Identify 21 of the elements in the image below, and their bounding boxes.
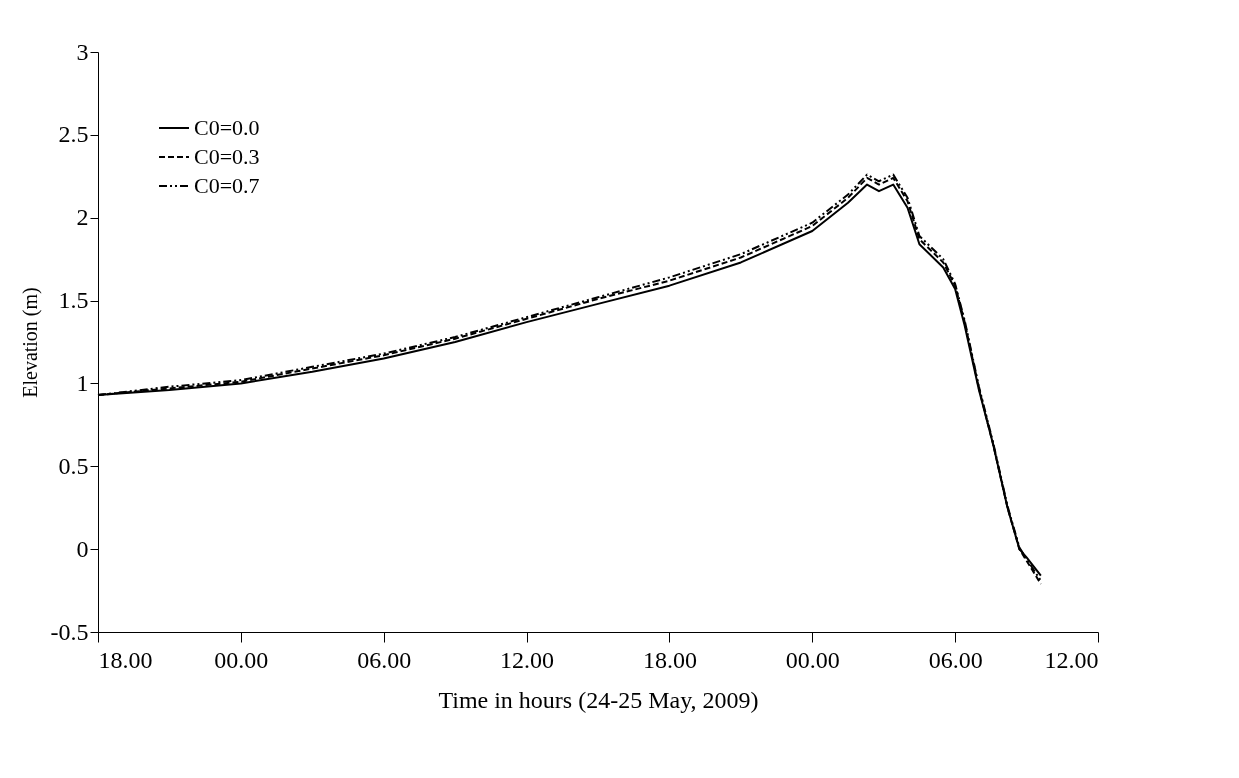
x-tick-label: 00.00: [785, 646, 840, 673]
y-tick-label: 2: [76, 204, 89, 231]
legend-label: C0=0.0: [194, 115, 260, 140]
x-tick-label: 18.00: [642, 646, 697, 673]
x-tick-label: 00.00: [214, 646, 269, 673]
x-tick-label: 12.00: [1044, 646, 1099, 673]
x-tick-label: 12.00: [500, 646, 555, 673]
y-tick-label: -0.5: [50, 618, 89, 645]
x-tick-label: 06.00: [928, 646, 983, 673]
y-tick-label: 3: [76, 38, 89, 65]
y-tick-label: 0: [76, 535, 89, 562]
y-axis-title: Elevation (m): [18, 287, 42, 398]
x-axis-title: Time in hours (24-25 May, 2009): [438, 686, 759, 713]
x-tick-label: 18.00: [98, 646, 153, 673]
y-tick-label: 1: [76, 369, 89, 396]
legend-label: C0=0.3: [194, 144, 260, 169]
y-tick-label: 0.5: [58, 452, 89, 479]
legend-label: C0=0.7: [194, 173, 260, 198]
y-tick-label: 2.5: [58, 121, 89, 148]
y-tick-label: 1.5: [58, 287, 89, 314]
x-tick-label: 06.00: [357, 646, 412, 673]
